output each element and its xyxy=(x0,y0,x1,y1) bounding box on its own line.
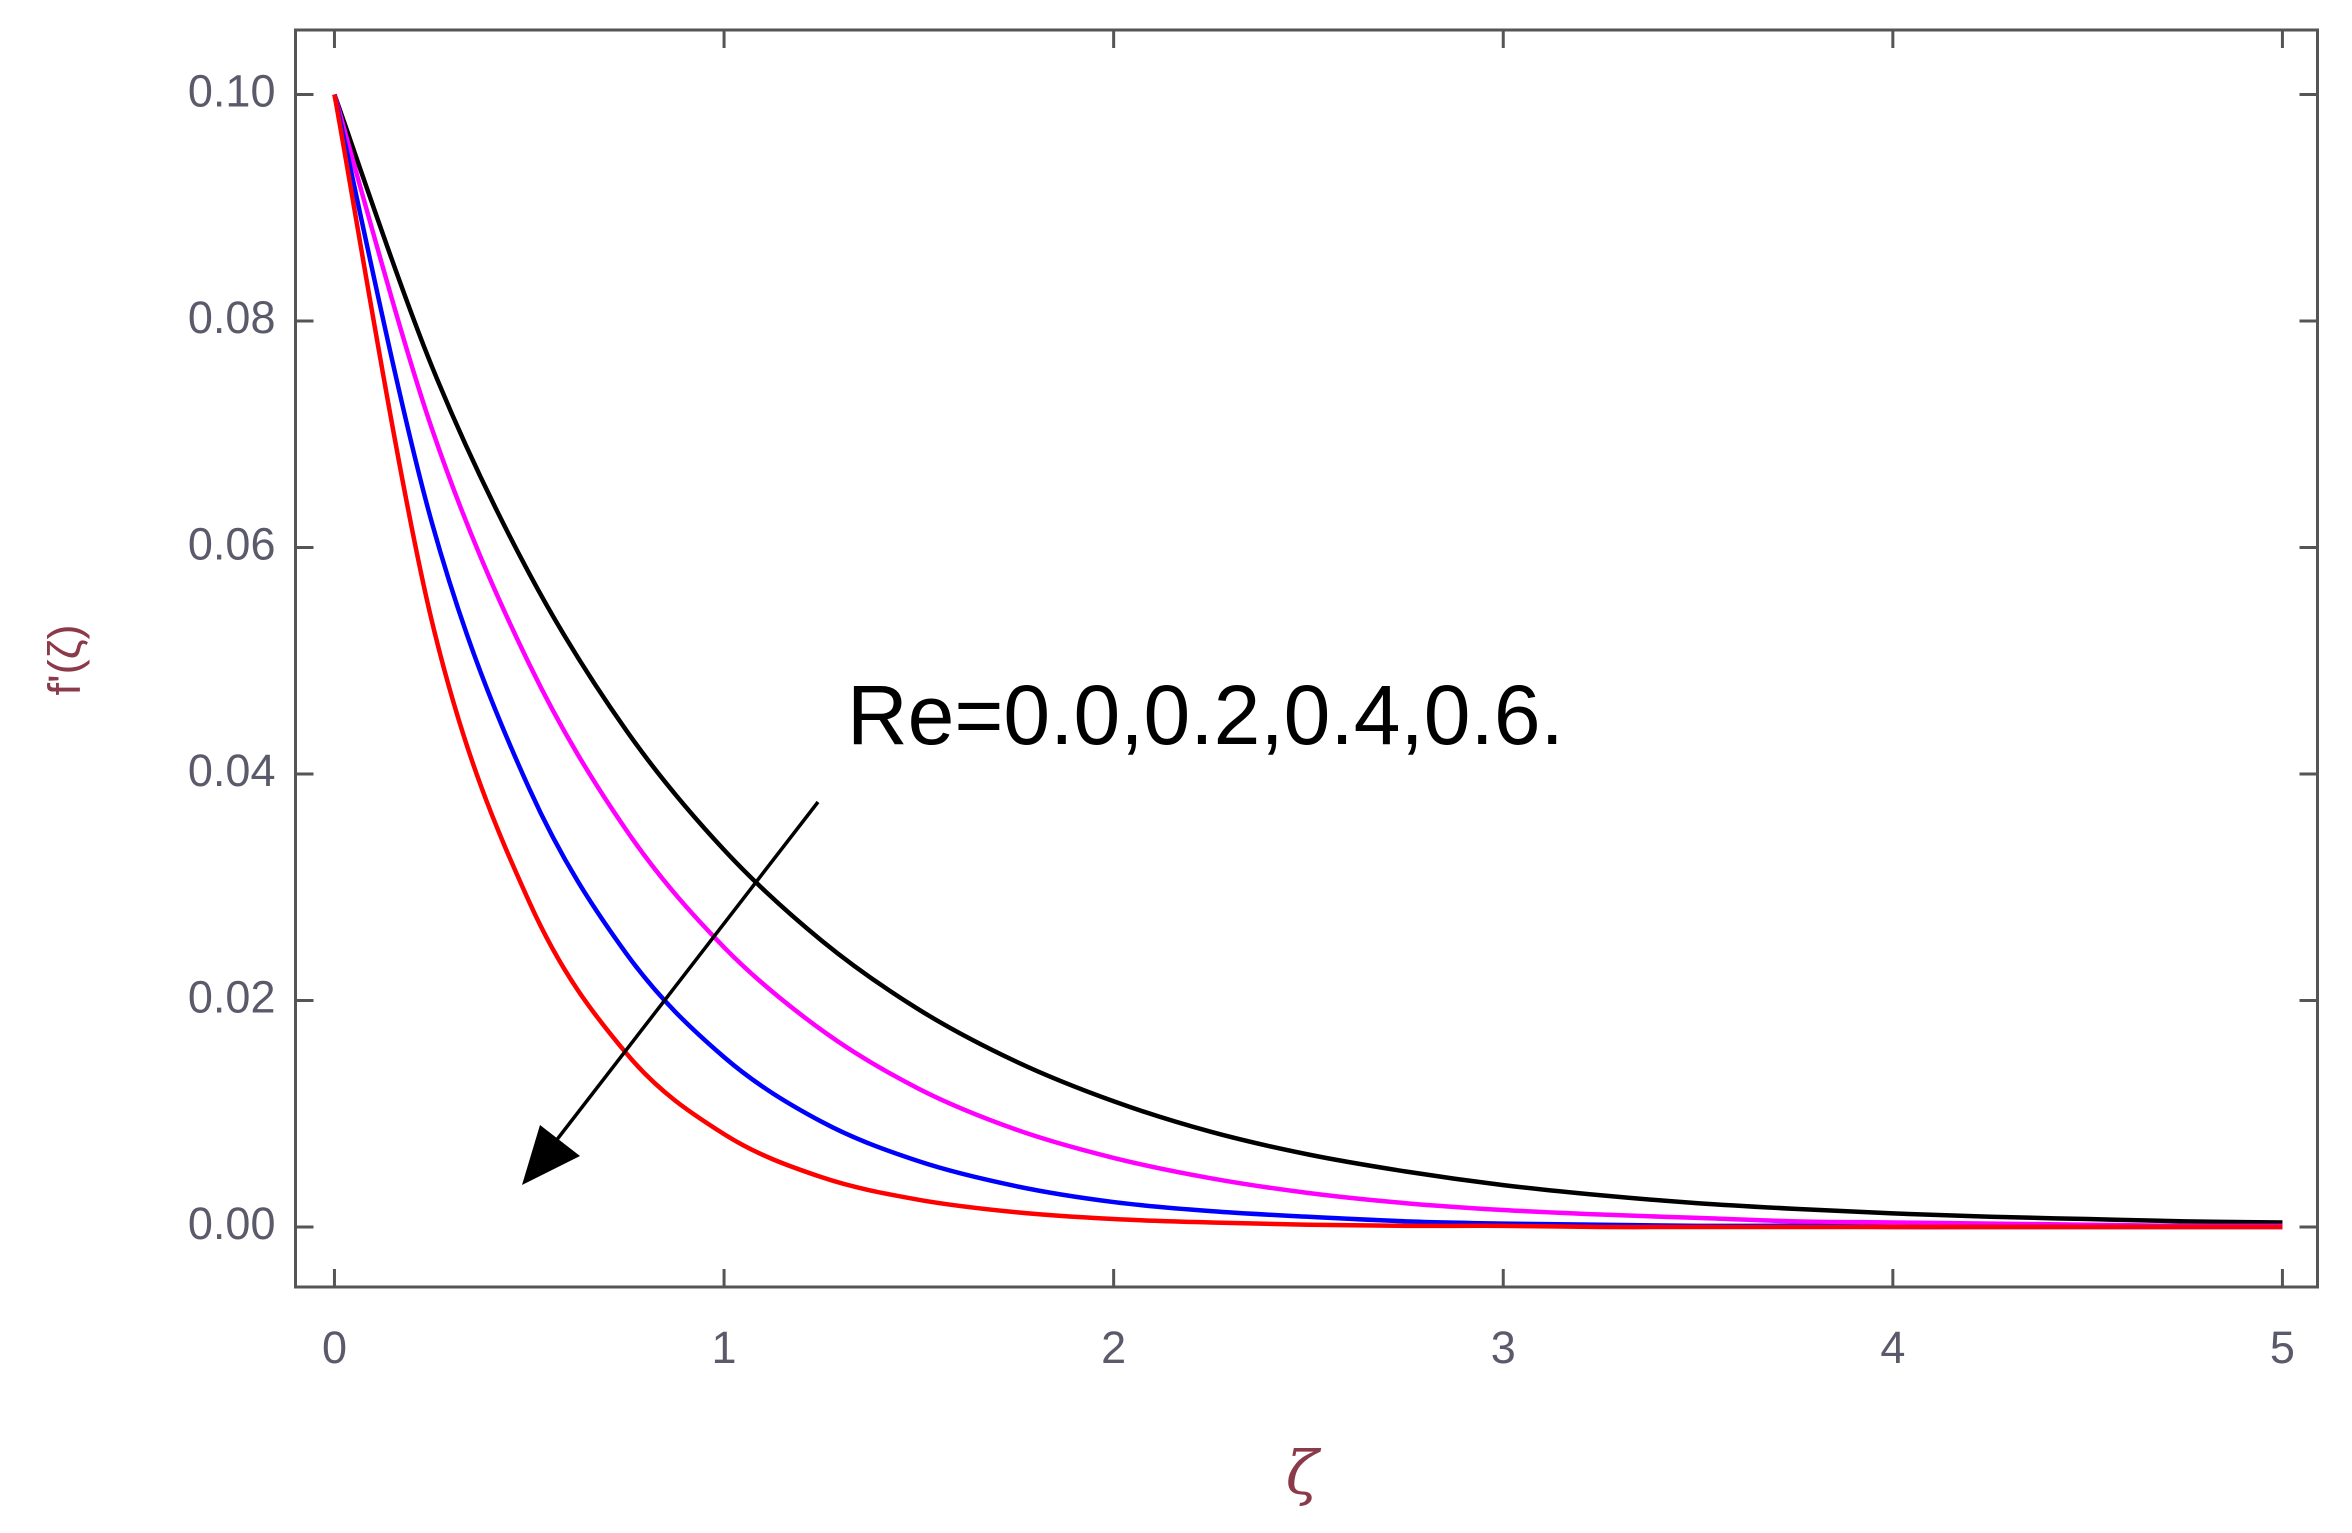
x-tick-label: 0 xyxy=(322,1322,347,1373)
y-tick-label: 0.08 xyxy=(188,292,276,343)
x-tick-label: 1 xyxy=(712,1322,737,1373)
series-line xyxy=(332,93,2283,1229)
y-tick-label: 0.02 xyxy=(188,971,276,1022)
x-tick-label: 4 xyxy=(1880,1322,1905,1373)
annotation: Re=0.0,0.2,0.4,0.6. xyxy=(847,668,1564,762)
series-line xyxy=(332,93,2283,1225)
annotation-arrow xyxy=(550,800,820,1148)
arrow-head xyxy=(522,1125,580,1185)
x-tick-label: 3 xyxy=(1491,1322,1516,1373)
x-tick-label: 5 xyxy=(2270,1322,2295,1373)
x-axis-label: ζ xyxy=(1286,1439,1322,1509)
y-tick-label: 0.10 xyxy=(188,65,276,116)
series-line xyxy=(332,94,2283,1230)
plot-frame xyxy=(294,28,2319,1289)
x-tick-label: 2 xyxy=(1101,1322,1126,1373)
y-tick-label: 0.06 xyxy=(188,518,276,569)
y-tick-label: 0.04 xyxy=(188,745,276,796)
y-axis-label: f'(ζ) xyxy=(39,625,90,696)
y-tick-label: 0.00 xyxy=(188,1198,276,1249)
